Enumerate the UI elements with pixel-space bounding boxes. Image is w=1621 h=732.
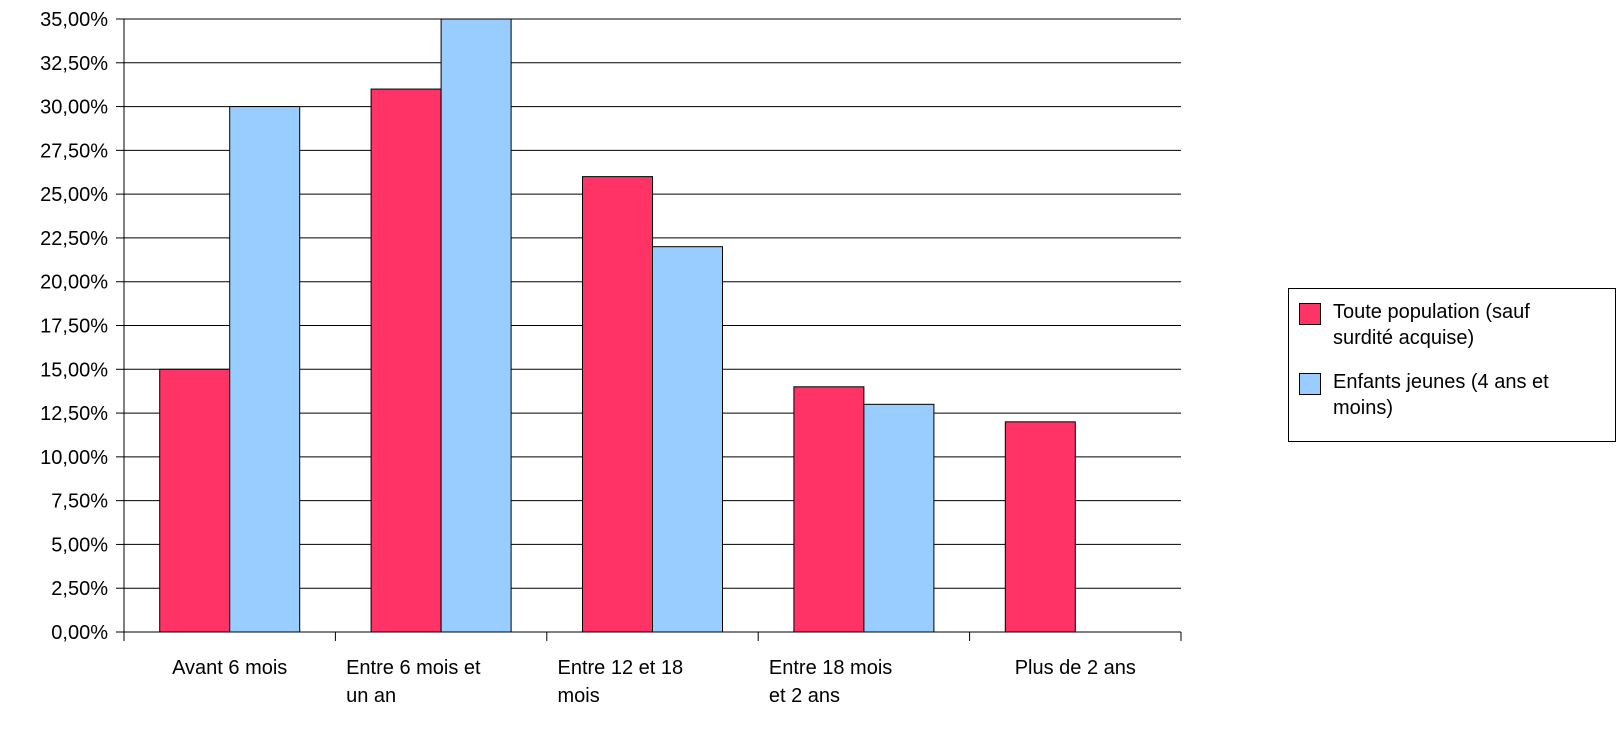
legend-label-line: Toute population (sauf bbox=[1333, 301, 1530, 323]
y-tick-label: 35,00% bbox=[40, 9, 108, 31]
axes bbox=[116, 18, 1182, 641]
x-tick-labels: Avant 6 mois Entre 6 mois et un an Entre 12… bbox=[172, 657, 1136, 707]
y-tick-label: 25,00% bbox=[40, 184, 108, 206]
x-tick-label: Entre 6 mois et un an bbox=[346, 657, 481, 707]
y-tick-label: 12,50% bbox=[40, 403, 108, 425]
legend-label-line: surdité acquise) bbox=[1333, 327, 1475, 349]
y-tick-label: 22,50% bbox=[40, 228, 108, 250]
y-tick-label: 0,00% bbox=[51, 622, 108, 644]
y-tick-label: 7,50% bbox=[51, 491, 108, 513]
bar-series-2 bbox=[863, 403, 935, 633]
y-tick-label: 17,50% bbox=[40, 316, 108, 338]
y-tick-label: 27,50% bbox=[40, 140, 108, 162]
bar-series-1 bbox=[370, 88, 442, 633]
y-tick-label: 32,50% bbox=[40, 53, 108, 75]
x-tick-label: Plus de 2 ans bbox=[1015, 657, 1136, 679]
legend-label-line: Enfants jeunes (4 ans et bbox=[1333, 371, 1549, 393]
x-tick-label: Entre 18 mois et 2 ans bbox=[769, 657, 892, 707]
bar-series-1 bbox=[159, 368, 231, 633]
legend-swatch-enfants-jeunes bbox=[1299, 373, 1321, 395]
bar-series-2 bbox=[440, 18, 512, 633]
x-tick-label: Avant 6 mois bbox=[172, 657, 287, 679]
bar-series-1 bbox=[582, 176, 653, 633]
bar-series-1 bbox=[1004, 421, 1076, 633]
bar-series-1 bbox=[793, 386, 865, 633]
y-tick-label: 30,00% bbox=[40, 97, 108, 119]
legend: Toute population (sauf surdité acquise) … bbox=[1288, 288, 1616, 442]
y-tick-labels: 0,00% 2,50% 5,00% 7,50% 10,00% 12,50% 15,00% 17… bbox=[40, 9, 108, 644]
y-tick-label: 5,00% bbox=[51, 534, 108, 556]
y-tick-label: 10,00% bbox=[40, 447, 108, 469]
legend-label-enfants-jeunes: Enfants jeunes (4 ans et moins) bbox=[1333, 369, 1615, 421]
bar-series-2 bbox=[229, 106, 301, 633]
bars bbox=[159, 18, 1076, 633]
y-tick-label: 2,50% bbox=[51, 578, 108, 600]
y-tick-label: 20,00% bbox=[40, 272, 108, 294]
legend-label-line: moins) bbox=[1333, 397, 1394, 419]
y-tick-label: 15,00% bbox=[40, 359, 108, 381]
legend-swatch-toute-population bbox=[1299, 303, 1321, 325]
legend-label-toute-population: Toute population (sauf surdité acquise) bbox=[1333, 299, 1615, 351]
bar-series-2 bbox=[652, 246, 723, 633]
x-tick-label: Entre 12 et 18 mois bbox=[558, 657, 684, 707]
